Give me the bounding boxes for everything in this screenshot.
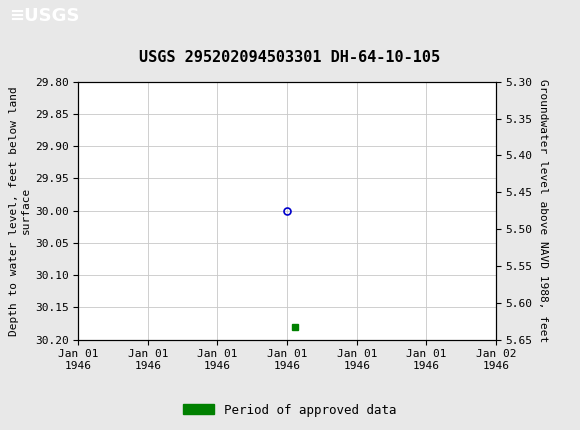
Legend: Period of approved data: Period of approved data [178, 399, 402, 421]
Text: ≡USGS: ≡USGS [9, 7, 79, 25]
Y-axis label: Groundwater level above NAVD 1988, feet: Groundwater level above NAVD 1988, feet [538, 79, 548, 342]
Y-axis label: Depth to water level, feet below land
surface: Depth to water level, feet below land su… [9, 86, 31, 335]
Text: USGS 295202094503301 DH-64-10-105: USGS 295202094503301 DH-64-10-105 [139, 49, 441, 64]
